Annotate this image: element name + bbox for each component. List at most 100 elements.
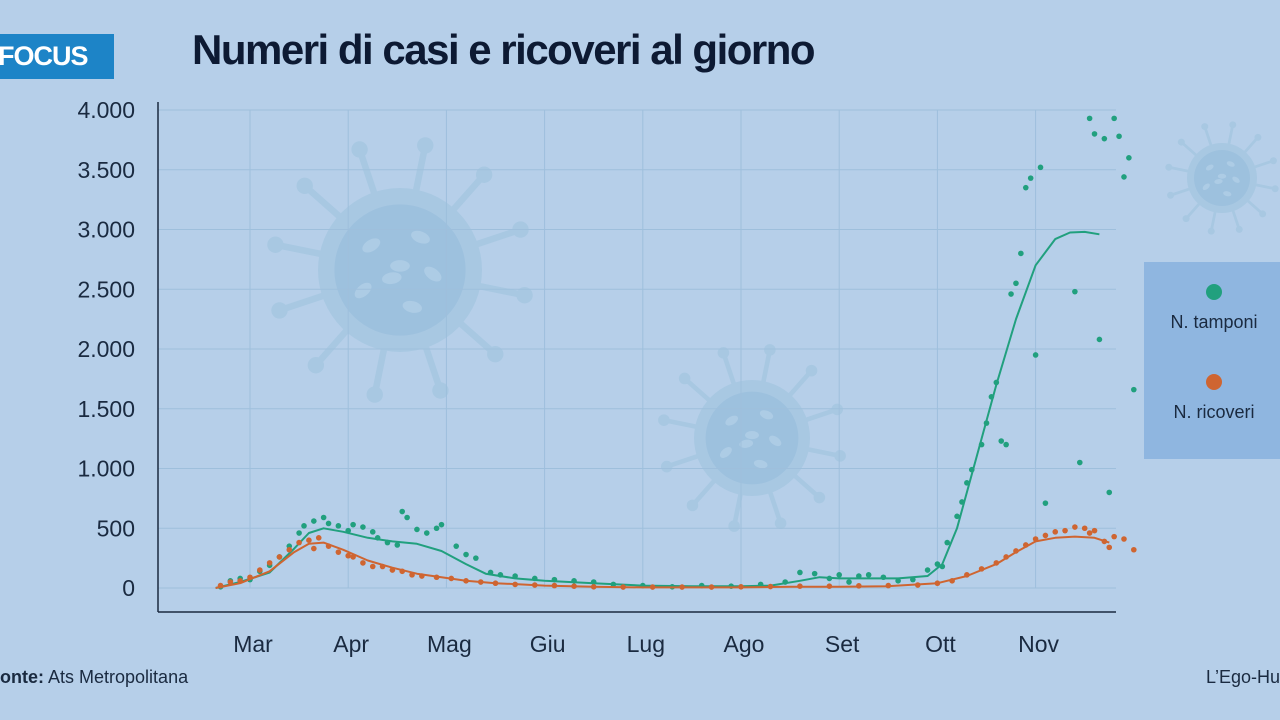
y-tick-label-6: 3.000 — [77, 217, 135, 243]
y-tick-label-0: 0 — [122, 575, 135, 601]
tamponi-point-67 — [1003, 441, 1009, 448]
ricoveri-point-17 — [369, 563, 376, 570]
ricoveri-point-16 — [360, 560, 366, 566]
tamponi-point-48 — [846, 579, 852, 585]
ricoveri-point-7 — [286, 546, 293, 553]
tamponi-point-52 — [895, 578, 901, 584]
tamponi-point-77 — [1076, 459, 1083, 466]
tamponi-point-85 — [1121, 174, 1127, 180]
tamponi-point-75 — [1042, 500, 1049, 506]
tamponi-point-66 — [998, 438, 1005, 444]
tamponi-point-72 — [1027, 175, 1034, 181]
y-tick-label-8: 4.000 — [77, 97, 135, 123]
ricoveri-point-1 — [227, 579, 234, 585]
ricoveri-point-4 — [257, 567, 263, 573]
tamponi-point-16 — [360, 524, 366, 530]
x-tick-label-giu: Giu — [530, 631, 566, 657]
tamponi-point-50 — [865, 572, 872, 578]
focus-badge-label: FOCUS — [0, 41, 88, 71]
ricoveri-point-63 — [1121, 536, 1127, 542]
chart-series — [215, 115, 1137, 590]
tamponi-point-12 — [325, 520, 332, 527]
ricoveri-point-5 — [266, 560, 273, 566]
virus-decorations — [267, 121, 1279, 532]
tamponi-point-11 — [320, 514, 327, 521]
tamponi-point-22 — [404, 514, 410, 521]
x-tick-label-ago: Ago — [724, 631, 765, 657]
focus-badge: FOCUS — [0, 34, 114, 79]
tamponi-point-82 — [1106, 489, 1113, 496]
tamponi-point-57 — [944, 539, 951, 546]
tamponi-point-80 — [1096, 336, 1103, 343]
x-tick-label-mag: Mag — [427, 631, 472, 657]
y-tick-label-1: 500 — [97, 515, 135, 541]
x-tick-label-lug: Lug — [627, 631, 665, 657]
ricoveri-point-56 — [1072, 524, 1078, 530]
y-tick-label-7: 3.500 — [77, 157, 135, 183]
source-value: Ats Metropolitana — [48, 667, 189, 687]
tamponi-point-58 — [954, 513, 960, 520]
tamponi-point-54 — [924, 567, 931, 573]
legend-dot-ricoveri — [1206, 374, 1222, 390]
legend-item-tamponi: N. tamponi — [1144, 284, 1280, 333]
ricoveri-point-13 — [335, 549, 342, 555]
tamponi-point-28 — [463, 551, 469, 558]
source-label: onte: — [0, 667, 44, 687]
tamponi-point-29 — [473, 555, 479, 561]
x-axis-ticks: Mar Apr Mag Giu Lug Ago Set Ott Nov — [233, 631, 1059, 657]
tamponi-point-13 — [335, 523, 342, 529]
ricoveri-point-58 — [1086, 530, 1093, 536]
virus-icon-large — [267, 137, 533, 403]
x-tick-label-mar: Mar — [233, 631, 273, 657]
y-tick-label-4: 2.000 — [77, 336, 135, 362]
ricoveri-point-10 — [311, 545, 317, 552]
tamponi-point-15 — [350, 521, 356, 528]
y-tick-label-3: 1.500 — [77, 396, 135, 422]
tamponi-point-26 — [438, 521, 445, 528]
tamponi-point-83 — [1111, 115, 1117, 122]
credit-note: L’Ego-Hu — [1205, 667, 1280, 687]
tamponi-point-76 — [1072, 288, 1078, 295]
tamponi-point-71 — [1022, 184, 1029, 191]
y-tick-label-2: 1.000 — [77, 456, 135, 482]
tamponi-point-74 — [1037, 164, 1044, 171]
y-axis-ticks: 0 500 1.000 1.500 2.000 2.500 3.000 3.500 4.000 — [77, 97, 135, 601]
tamponi-point-17 — [369, 529, 376, 535]
tamponi-point-68 — [1008, 291, 1014, 297]
tamponi-point-47 — [836, 572, 842, 578]
tamponi-point-69 — [1013, 280, 1019, 287]
ricoveri-point-54 — [1052, 529, 1059, 535]
tamponi-point-24 — [423, 530, 430, 536]
tamponi-point-70 — [1018, 250, 1024, 257]
tamponi-point-73 — [1032, 352, 1039, 358]
tamponi-point-81 — [1101, 135, 1108, 142]
ricoveri-point-55 — [1062, 527, 1068, 534]
virus-icon-corner — [1165, 121, 1279, 235]
tamponi-point-87 — [1131, 386, 1137, 393]
ricoveri-point-64 — [1131, 546, 1137, 553]
tamponi-point-45 — [811, 570, 818, 577]
tamponi-point-23 — [414, 526, 420, 533]
tamponi-point-9 — [301, 523, 307, 529]
tamponi-point-44 — [797, 569, 803, 576]
legend-label-ricoveri: N. ricoveri — [1173, 402, 1255, 422]
ricoveri-point-62 — [1111, 533, 1117, 540]
legend-dot-tamponi — [1206, 284, 1222, 300]
ricoveri-point-11 — [315, 535, 322, 541]
series-tamponi — [215, 115, 1137, 590]
tamponi-point-25 — [433, 525, 440, 532]
ricoveri-point-8 — [296, 539, 302, 546]
series-ricoveri — [215, 524, 1137, 590]
legend-item-ricoveri: N. ricoveri — [1144, 374, 1280, 423]
tamponi-point-10 — [311, 518, 317, 524]
ricoveri-point-61 — [1106, 544, 1113, 551]
x-tick-label-apr: Apr — [333, 631, 369, 657]
x-tick-label-ott: Ott — [925, 631, 956, 657]
x-tick-label-set: Set — [825, 631, 860, 657]
ricoveri-point-9 — [306, 537, 312, 543]
virus-icon-small — [658, 344, 846, 532]
tamponi-point-84 — [1116, 133, 1122, 140]
legend: N. tamponi N. ricoveri — [1144, 262, 1280, 459]
x-tick-label-nov: Nov — [1018, 631, 1059, 657]
